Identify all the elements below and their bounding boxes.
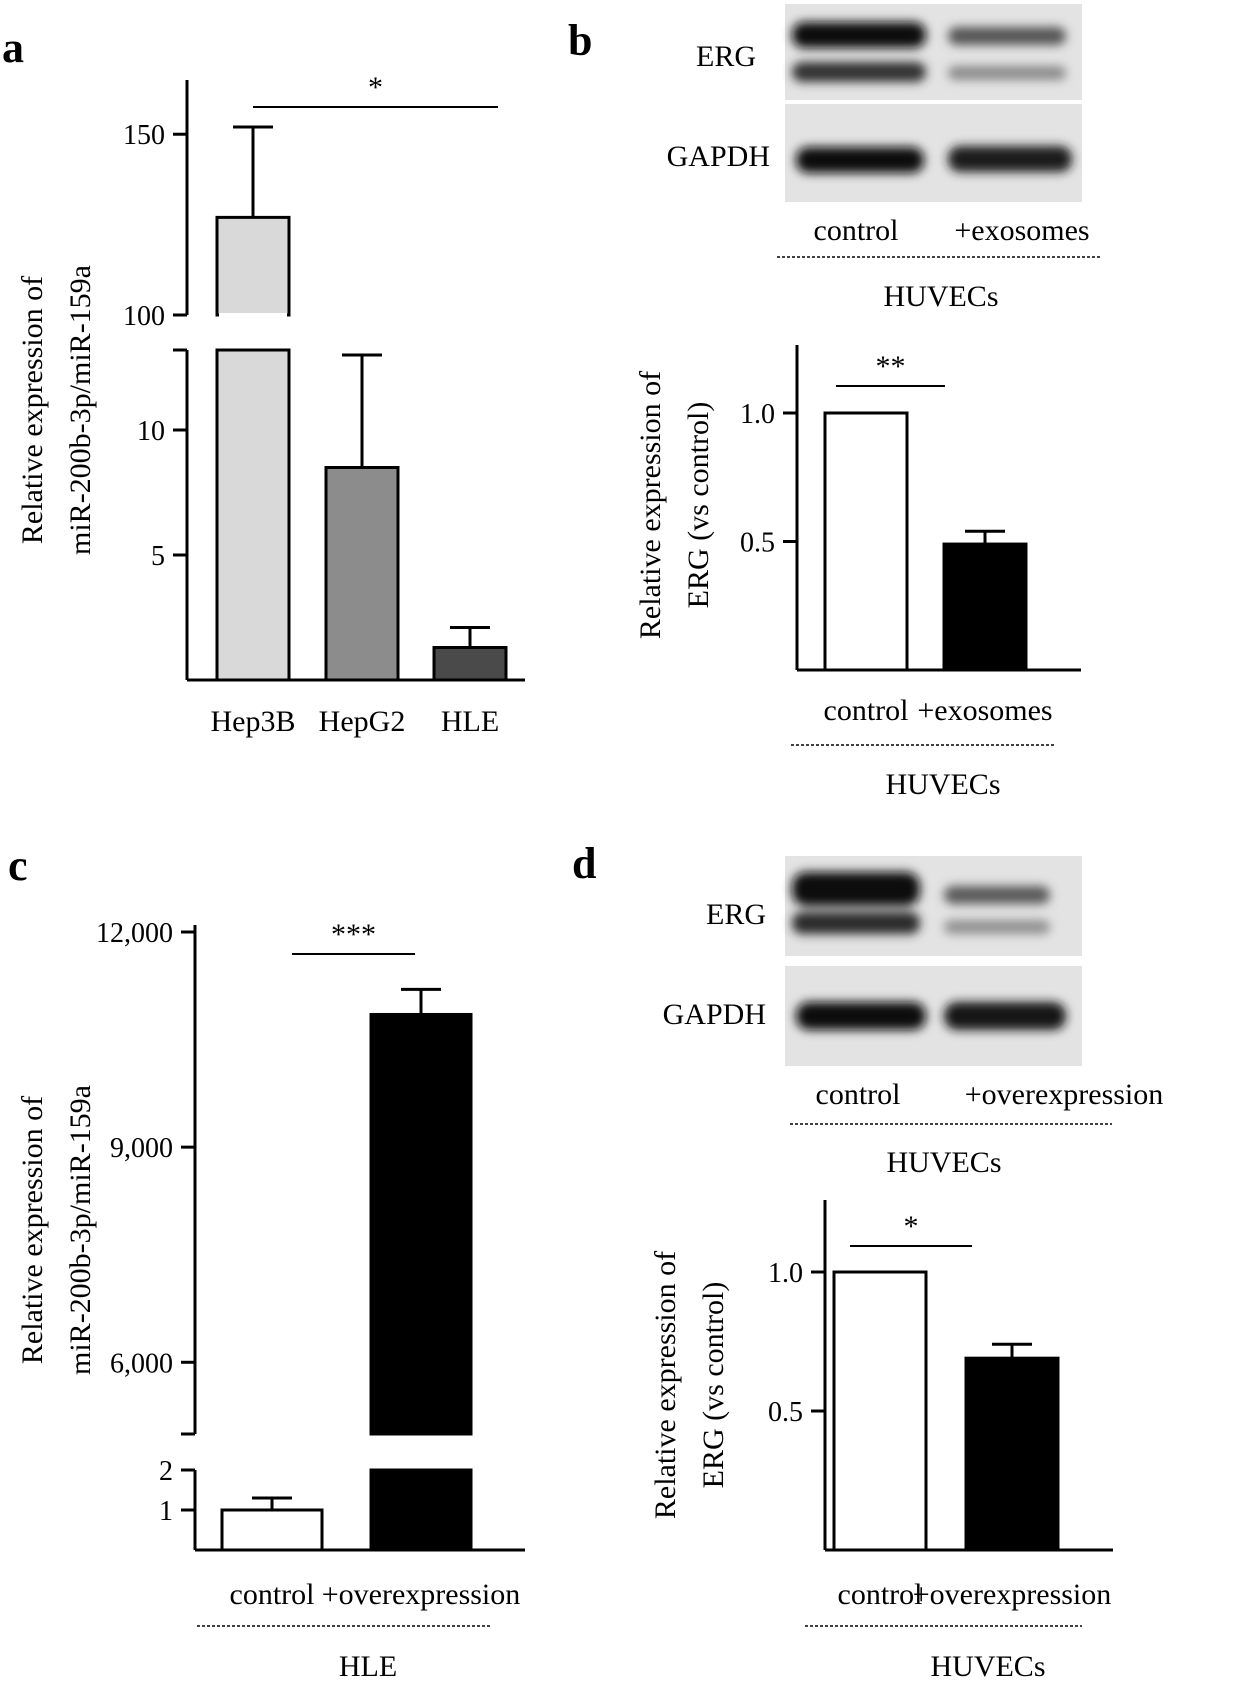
y-axis-label-line: miR-200b-3p/miR-159a: [64, 265, 97, 555]
significance-label: *: [368, 71, 383, 104]
blot-d-lane-treated: +overexpression: [965, 1078, 1164, 1111]
blot-d-erg-label: ERG: [706, 898, 766, 931]
significance-label: ***: [331, 918, 376, 951]
bar: [324, 466, 400, 682]
y-axis-label-line: ERG (vs control): [697, 1282, 730, 1489]
blot-d-group-label: HUVECs: [886, 1146, 1001, 1179]
y-tick-label: 0.5: [740, 528, 775, 559]
group-label: HUVECs: [930, 1650, 1045, 1683]
y-tick-label: 9,000: [110, 1133, 173, 1164]
group-label: HLE: [339, 1650, 397, 1683]
bar-upper-segment: [215, 215, 291, 317]
bar-break-gap: [219, 313, 287, 321]
category-label: control: [230, 1578, 315, 1611]
western-blot-d: ERG GAPDH control +overexpression HUVECs: [663, 856, 1164, 1179]
blot-b-lane-treated: +exosomes: [954, 214, 1089, 247]
y-axis-label-line: ERG (vs control): [682, 402, 715, 609]
category-label: HLE: [441, 705, 499, 738]
chart-a: 5 10 100 150 * Hep3B HepG2 HLE Relative expressi…: [16, 71, 525, 738]
chart-c: 1 2 6,000 9,000 12,000 *** control +overexpress…: [16, 918, 525, 1683]
y-axis-label: Relative expression of ERG (vs control): [649, 1251, 730, 1519]
chart-d: 0.5 1.0 * control+overexpression HUVECs Relat…: [649, 1200, 1113, 1683]
y-tick-label: 5: [151, 541, 165, 572]
y-tick-label: 100: [123, 301, 165, 332]
western-blot-b: ERG GAPDH control +exosomes HUVECs: [667, 4, 1100, 313]
category-label: control: [838, 1578, 923, 1611]
bar: [832, 1270, 928, 1552]
y-tick-label: 1.0: [740, 399, 775, 430]
group-label: HUVECs: [885, 768, 1000, 801]
y-axis-label: Relative expression of miR-200b-3p/miR-15…: [16, 1085, 97, 1375]
bar: [942, 542, 1028, 672]
y-tick-label: 6,000: [110, 1348, 173, 1379]
bar: [964, 1356, 1060, 1552]
y-tick-label: 10: [137, 416, 165, 447]
blot-b-erg-membrane: [785, 4, 1082, 100]
y-axis-label-line: miR-200b-3p/miR-159a: [64, 1085, 97, 1375]
category-label: +overexpression: [913, 1578, 1112, 1611]
significance-label: *: [904, 1210, 919, 1243]
bar: [823, 411, 909, 672]
y-tick-label: 12,000: [96, 918, 173, 949]
y-axis-label: Relative expression of miR-200b-3p/miR-15…: [16, 265, 97, 555]
panel-label-d: d: [572, 839, 596, 888]
bar: [432, 646, 508, 682]
bar-lower-segment: [215, 348, 291, 682]
y-axis-label-line: Relative expression of: [634, 371, 667, 639]
category-label: HepG2: [319, 705, 406, 738]
panel-label-b: b: [568, 16, 592, 65]
panel-label-a: a: [2, 23, 24, 72]
blot-b-lane-control: control: [814, 214, 899, 247]
y-tick-label: 1.0: [768, 1258, 803, 1289]
significance-label: **: [876, 350, 906, 383]
y-axis-label-line: Relative expression of: [16, 1096, 49, 1364]
y-tick-label: 150: [123, 120, 165, 151]
bar-upper-segment: [369, 1012, 473, 1436]
blot-b-group-label: HUVECs: [883, 280, 998, 313]
category-label: control: [824, 694, 909, 727]
y-tick-label: 0.5: [768, 1397, 803, 1428]
y-tick-label: 2: [159, 1456, 173, 1487]
blot-d-lane-control: control: [816, 1078, 901, 1111]
blot-d-gapdh-label: GAPDH: [663, 998, 766, 1031]
bar-lower-segment: [369, 1468, 473, 1552]
category-label: +exosomes: [917, 694, 1052, 727]
y-tick-label: 1: [159, 1496, 173, 1527]
panel-label-c: c: [8, 841, 28, 890]
y-axis-label: Relative expression of ERG (vs control): [634, 371, 715, 639]
blot-b-erg-label: ERG: [696, 40, 756, 73]
blot-b-gapdh-label: GAPDH: [667, 140, 770, 173]
y-axis-label-line: Relative expression of: [16, 276, 49, 544]
category-label: +overexpression: [322, 1578, 521, 1611]
chart-b: 0.5 1.0 ** control +exosomes HUVECs Relative e…: [634, 345, 1081, 801]
bar: [220, 1508, 324, 1552]
y-axis-label-line: Relative expression of: [649, 1251, 682, 1519]
category-label: Hep3B: [211, 705, 296, 738]
